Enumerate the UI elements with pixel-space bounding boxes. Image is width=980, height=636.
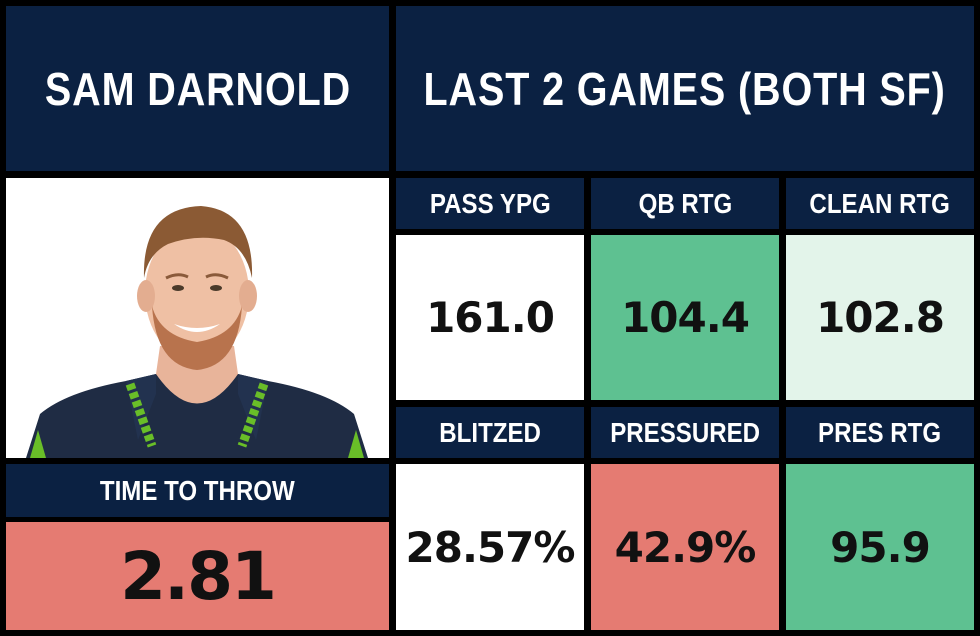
player-headshot-image	[26, 206, 368, 458]
time-to-throw-label: TIME TO THROW	[100, 474, 295, 506]
stat-value-blitzed: 28.57%	[405, 522, 576, 572]
stat-header-pass-ypg: PASS YPG	[396, 178, 584, 229]
stat-value-clean-rtg: 102.8	[816, 293, 945, 342]
stat-value-pres-rtg: 95.9	[830, 522, 931, 572]
stat-header-clean-rtg: CLEAN RTG	[786, 178, 974, 229]
stat-value-cell-qb-rtg: 104.4	[591, 235, 779, 400]
stat-label-pressured: PRESSURED	[610, 416, 760, 448]
stat-label-clean-rtg: CLEAN RTG	[809, 187, 951, 219]
stat-header-pres-rtg: PRES RTG	[786, 407, 974, 458]
stat-value-cell-pass-ypg: 161.0	[396, 235, 584, 400]
stat-value-pressured: 42.9%	[614, 522, 757, 572]
stat-header-qb-rtg: QB RTG	[591, 178, 779, 229]
player-name: SAM DARNOLD	[44, 62, 351, 115]
player-name-banner: SAM DARNOLD	[6, 6, 389, 171]
time-to-throw-header: TIME TO THROW	[6, 464, 389, 517]
stat-header-pressured: PRESSURED	[591, 407, 779, 458]
stat-value-qb-rtg: 104.4	[621, 293, 750, 342]
games-title-banner: LAST 2 GAMES (BOTH SF)	[396, 6, 974, 171]
time-to-throw-value: 2.81	[120, 537, 277, 615]
stat-label-pres-rtg: PRES RTG	[818, 416, 942, 448]
stat-header-blitzed: BLITZED	[396, 407, 584, 458]
stat-value-cell-blitzed: 28.57%	[396, 464, 584, 630]
games-title: LAST 2 GAMES (BOTH SF)	[423, 62, 947, 115]
stat-label-blitzed: BLITZED	[439, 416, 541, 448]
stat-label-qb-rtg: QB RTG	[638, 187, 732, 219]
stat-value-cell-clean-rtg: 102.8	[786, 235, 974, 400]
stat-value-cell-pressured: 42.9%	[591, 464, 779, 630]
player-photo	[6, 178, 389, 458]
stat-value-cell-pres-rtg: 95.9	[786, 464, 974, 630]
stat-label-pass-ypg: PASS YPG	[429, 187, 551, 219]
time-to-throw-cell: 2.81	[6, 522, 389, 630]
stat-value-pass-ypg: 161.0	[426, 293, 555, 342]
